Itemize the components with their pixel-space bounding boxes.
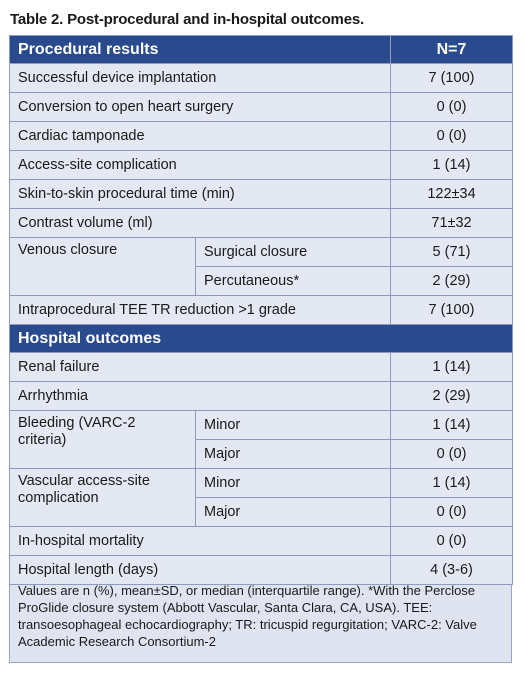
table-row: Successful device implantation 7 (100)	[9, 63, 513, 93]
table-row: Major 0 (0)	[10, 497, 513, 527]
table-row: Bleeding (VARC-2 criteria) Minor 1 (14)	[9, 410, 513, 469]
subrow-label: Percutaneous*	[195, 266, 391, 296]
row-label: Access-site complication	[9, 150, 391, 180]
row-label: Arrhythmia	[9, 381, 391, 411]
section-title: Procedural results	[9, 35, 391, 64]
row-value: 4 (3-6)	[390, 555, 513, 585]
table-row: Hospital length (days) 4 (3-6)	[9, 555, 513, 585]
row-label: Successful device implantation	[9, 63, 391, 93]
outcomes-table: Procedural results N=7 Successful device…	[9, 35, 513, 585]
row-label: Renal failure	[9, 352, 391, 382]
row-label: Contrast volume (ml)	[9, 208, 391, 238]
table-row: In-hospital mortality 0 (0)	[9, 526, 513, 556]
subrow-label: Minor	[195, 410, 391, 440]
row-value: 0 (0)	[390, 92, 513, 122]
section-header-procedural: Procedural results N=7	[9, 35, 513, 64]
subrow-label: Major	[195, 439, 391, 469]
row-value: 0 (0)	[390, 526, 513, 556]
row-label: Skin-to-skin procedural time (min)	[9, 179, 391, 209]
table-row: Skin-to-skin procedural time (min) 122±3…	[9, 179, 513, 209]
row-value: 1 (14)	[390, 150, 513, 180]
table-caption: Table 2. Post-procedural and in-hospital…	[10, 11, 364, 28]
table-row: Cardiac tamponade 0 (0)	[9, 121, 513, 151]
row-label: In-hospital mortality	[9, 526, 391, 556]
sample-size-header: N=7	[390, 35, 513, 64]
row-value: 1 (14)	[390, 352, 513, 382]
row-value: 2 (29)	[390, 381, 513, 411]
section-header-hospital: Hospital outcomes	[9, 324, 513, 353]
row-value: 0 (0)	[390, 439, 513, 469]
table-row: Major 0 (0)	[10, 439, 513, 469]
row-value: 7 (100)	[390, 63, 513, 93]
table-footnote: Values are n (%), mean±SD, or median (in…	[18, 583, 477, 649]
row-value: 0 (0)	[390, 121, 513, 151]
table-row: Intraprocedural TEE TR reduction >1 grad…	[9, 295, 513, 325]
section-title: Hospital outcomes	[9, 324, 513, 353]
row-label: Cardiac tamponade	[9, 121, 391, 151]
row-label: Conversion to open heart surgery	[9, 92, 391, 122]
row-value: 5 (71)	[390, 237, 513, 267]
subrow-label: Major	[195, 497, 391, 527]
table-row: Contrast volume (ml) 71±32	[9, 208, 513, 238]
row-value: 122±34	[390, 179, 513, 209]
row-value: 71±32	[390, 208, 513, 238]
row-value: 1 (14)	[390, 410, 513, 440]
row-label: Intraprocedural TEE TR reduction >1 grad…	[9, 295, 391, 325]
table-row: Renal failure 1 (14)	[9, 352, 513, 382]
row-label: Hospital length (days)	[9, 555, 391, 585]
table-row: Percutaneous* 2 (29)	[10, 266, 513, 296]
row-value: 1 (14)	[390, 468, 513, 498]
table-row: Arrhythmia 2 (29)	[9, 381, 513, 411]
row-value: 7 (100)	[390, 295, 513, 325]
subrow-label: Surgical closure	[195, 237, 391, 267]
table-row: Access-site complication 1 (14)	[9, 150, 513, 180]
row-value: 0 (0)	[390, 497, 513, 527]
subrow-label: Minor	[195, 468, 391, 498]
table-row: Venous closure Surgical closure 5 (71)	[9, 237, 513, 296]
row-group-label: Bleeding (VARC-2 criteria)	[9, 410, 196, 469]
row-group-label: Vascular access-site complication	[9, 468, 196, 527]
row-group-label: Venous closure	[9, 237, 196, 296]
row-value: 2 (29)	[390, 266, 513, 296]
table-row: Conversion to open heart surgery 0 (0)	[9, 92, 513, 122]
table-row: Vascular access-site complication Minor …	[9, 468, 513, 527]
